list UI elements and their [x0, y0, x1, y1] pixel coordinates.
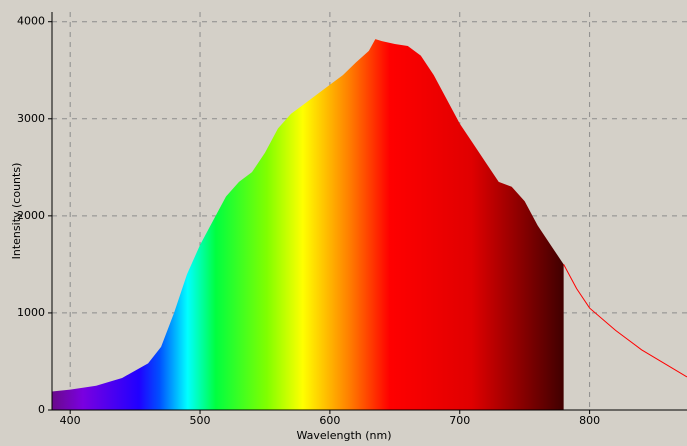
spectrum-line — [563, 264, 687, 378]
y-tick-label: 2000 — [17, 209, 45, 222]
x-tick-label: 400 — [60, 414, 81, 427]
x-tick-label: 600 — [319, 414, 340, 427]
y-tick-label: 0 — [38, 403, 45, 416]
y-tick-label: 1000 — [17, 306, 45, 319]
y-tick-label: 4000 — [17, 15, 45, 28]
y-tick-label: 3000 — [17, 112, 45, 125]
x-axis-label: Wavelength (nm) — [296, 429, 391, 442]
x-tick-label: 800 — [579, 414, 600, 427]
x-tick-label: 500 — [190, 414, 211, 427]
y-axis-label: Intensity (counts) — [10, 163, 23, 260]
x-tick-label: 700 — [449, 414, 470, 427]
spectrum-area — [52, 39, 564, 411]
